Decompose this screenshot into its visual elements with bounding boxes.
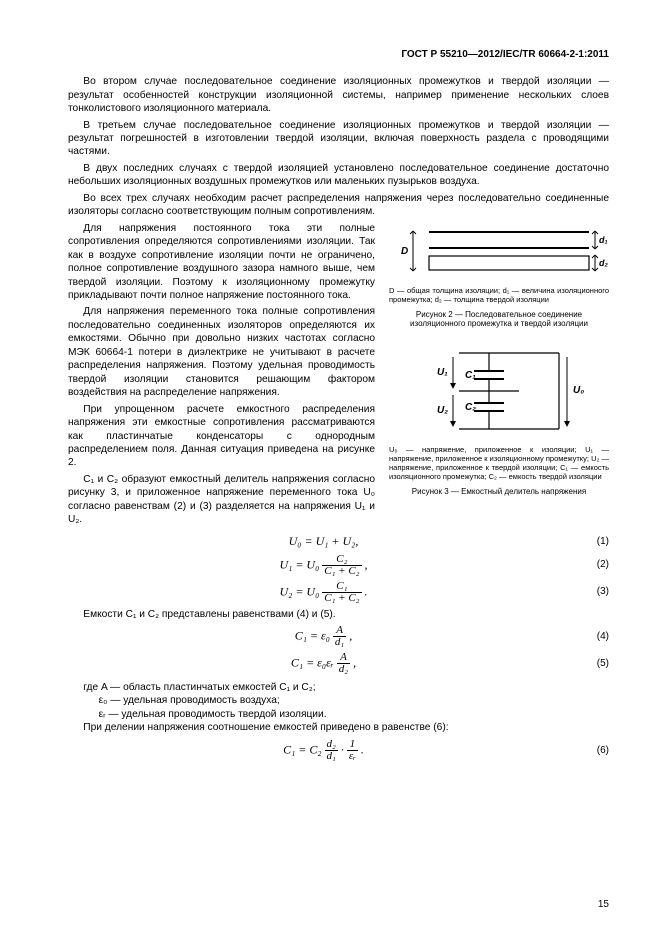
para-b: В третьем случае последовательное соедин… xyxy=(68,119,609,159)
figure-3-diagram: U₁ U₂ U₀ C₁ C₂ xyxy=(389,341,609,441)
svg-text:D: D xyxy=(401,246,408,257)
para-a: Во втором случае последовательное соедин… xyxy=(68,75,609,115)
para-f: Для напряжения переменного тока полные с… xyxy=(68,305,375,399)
para-k2: εᵣ — удельная проводимость твердой изоля… xyxy=(68,708,609,721)
para-g: При упрощенном расчете емкостного распре… xyxy=(68,403,375,470)
page-number: 15 xyxy=(598,898,609,911)
equation-2: U₁ = U₀ C₂C₁ + C₂ , (2) xyxy=(68,554,609,577)
para-k1: ε₀ — удельная проводимость воздуха; xyxy=(68,694,609,707)
para-l: При делении напряжения соотношение емкос… xyxy=(68,721,609,734)
figure-3-caption: Рисунок 3 — Емкостный делитель напряжени… xyxy=(389,487,609,497)
svg-text:d₂: d₂ xyxy=(599,258,608,268)
para-i: Емкости C₁ и C₂ представлены равенствами… xyxy=(68,608,609,621)
svg-text:U₀: U₀ xyxy=(573,385,584,396)
figure-2-diagram: D d₁ d₂ xyxy=(389,222,609,282)
equation-3: U₂ = U₀ C₁C₁ + C₂ . (3) xyxy=(68,581,609,604)
doc-header: ГОСТ Р 55210—2012/IEC/TR 60664-2-1:2011 xyxy=(68,48,609,61)
para-h: C₁ и C₂ образуют емкостный делитель напр… xyxy=(68,473,375,527)
para-d: Во всех трех случаях необходим расчет ра… xyxy=(68,192,609,219)
svg-text:U₂: U₂ xyxy=(437,405,448,416)
svg-text:C₁: C₁ xyxy=(465,370,476,381)
figure-2-sub: D — общая толщина изоляции; d₁ — величин… xyxy=(389,286,609,304)
svg-text:d₁: d₁ xyxy=(599,235,608,245)
para-c: В двух последних случаях с твердой изоля… xyxy=(68,162,609,189)
para-j: где A — область пластинчатых емкостей C₁… xyxy=(68,681,609,694)
figure-3-sub: U₀ — напряжение, приложенное к изоляции;… xyxy=(389,445,609,481)
svg-text:C₂: C₂ xyxy=(465,402,476,413)
equation-4: C₁ = ε₀ Ad₁ , (4) xyxy=(68,625,609,648)
equation-6: C₁ = C₂ d₂d₁ · 1εᵣ . (6) xyxy=(68,739,609,762)
svg-text:U₁: U₁ xyxy=(437,367,448,378)
para-e: Для напряжения постоянного тока эти полн… xyxy=(68,222,375,303)
equation-5: C₁ = ε₀εᵣ Ad₂ , (5) xyxy=(68,652,609,675)
figure-2-caption: Рисунок 2 — Последовательное соединение … xyxy=(389,310,609,329)
equation-1: U₀ = U₁ + U₂, (1) xyxy=(68,534,609,550)
